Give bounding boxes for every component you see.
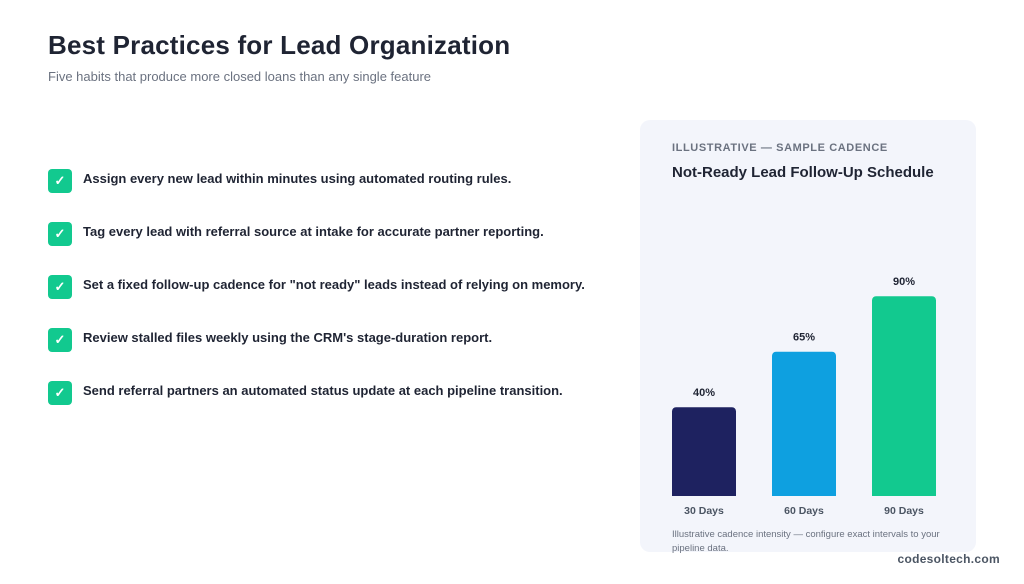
list-item: ✓ Assign every new lead within minutes u… [48,168,608,221]
chart-tick-label: 90 Days [884,505,924,517]
checkmark-icon: ✓ [48,381,72,405]
chart-data-label: 40% [693,387,715,399]
list-item-text: Send referral partners an automated stat… [83,383,563,398]
chart-bar [872,296,936,496]
list-item: ✓ Set a fixed follow-up cadence for "not… [48,274,608,327]
chart-bar-base [672,492,736,496]
chart-data-label: 65% [793,332,815,344]
chart-bar [772,351,836,496]
chart-tick-label: 60 Days [784,505,824,517]
list-item-text: Set a fixed follow-up cadence for "not r… [83,277,585,292]
list-item: ✓ Send referral partners an automated st… [48,380,608,433]
page-title: Best Practices for Lead Organization [48,30,511,60]
list-item-text: Assign every new lead within minutes usi… [83,171,512,186]
page-subtitle: Five habits that produce more closed loa… [48,69,432,84]
chart-card: ILLUSTRATIVE — SAMPLE CADENCE Not-Ready … [640,120,976,554]
checkmark-icon: ✓ [48,328,72,352]
checkmark-icon: ✓ [48,169,72,193]
brand-footer: codesoltech.com [897,552,1000,566]
bar-chart: 40% 30 Days 65% 60 Days 90% 90 Days [672,276,936,517]
chart-bar-base [772,492,836,496]
checkmark-icon: ✓ [48,275,72,299]
chart-bar [672,407,736,496]
chart-data-label: 90% [893,276,915,288]
chart-footnote: Illustrative cadence intensity — configu… [672,529,940,554]
list-item-text: Review stalled files weekly using the CR… [83,330,493,345]
best-practices-list: ✓ Assign every new lead within minutes u… [48,168,608,433]
checkmark-icon: ✓ [48,222,72,246]
card-eyebrow: ILLUSTRATIVE — SAMPLE CADENCE [672,142,888,154]
chart-tick-label: 30 Days [684,505,724,517]
chart-bar-base [872,492,936,496]
list-item-text: Tag every lead with referral source at i… [83,224,544,239]
chart-title: Not-Ready Lead Follow-Up Schedule [672,164,934,181]
list-item: ✓ Review stalled files weekly using the … [48,327,608,380]
list-item: ✓ Tag every lead with referral source at… [48,221,608,274]
